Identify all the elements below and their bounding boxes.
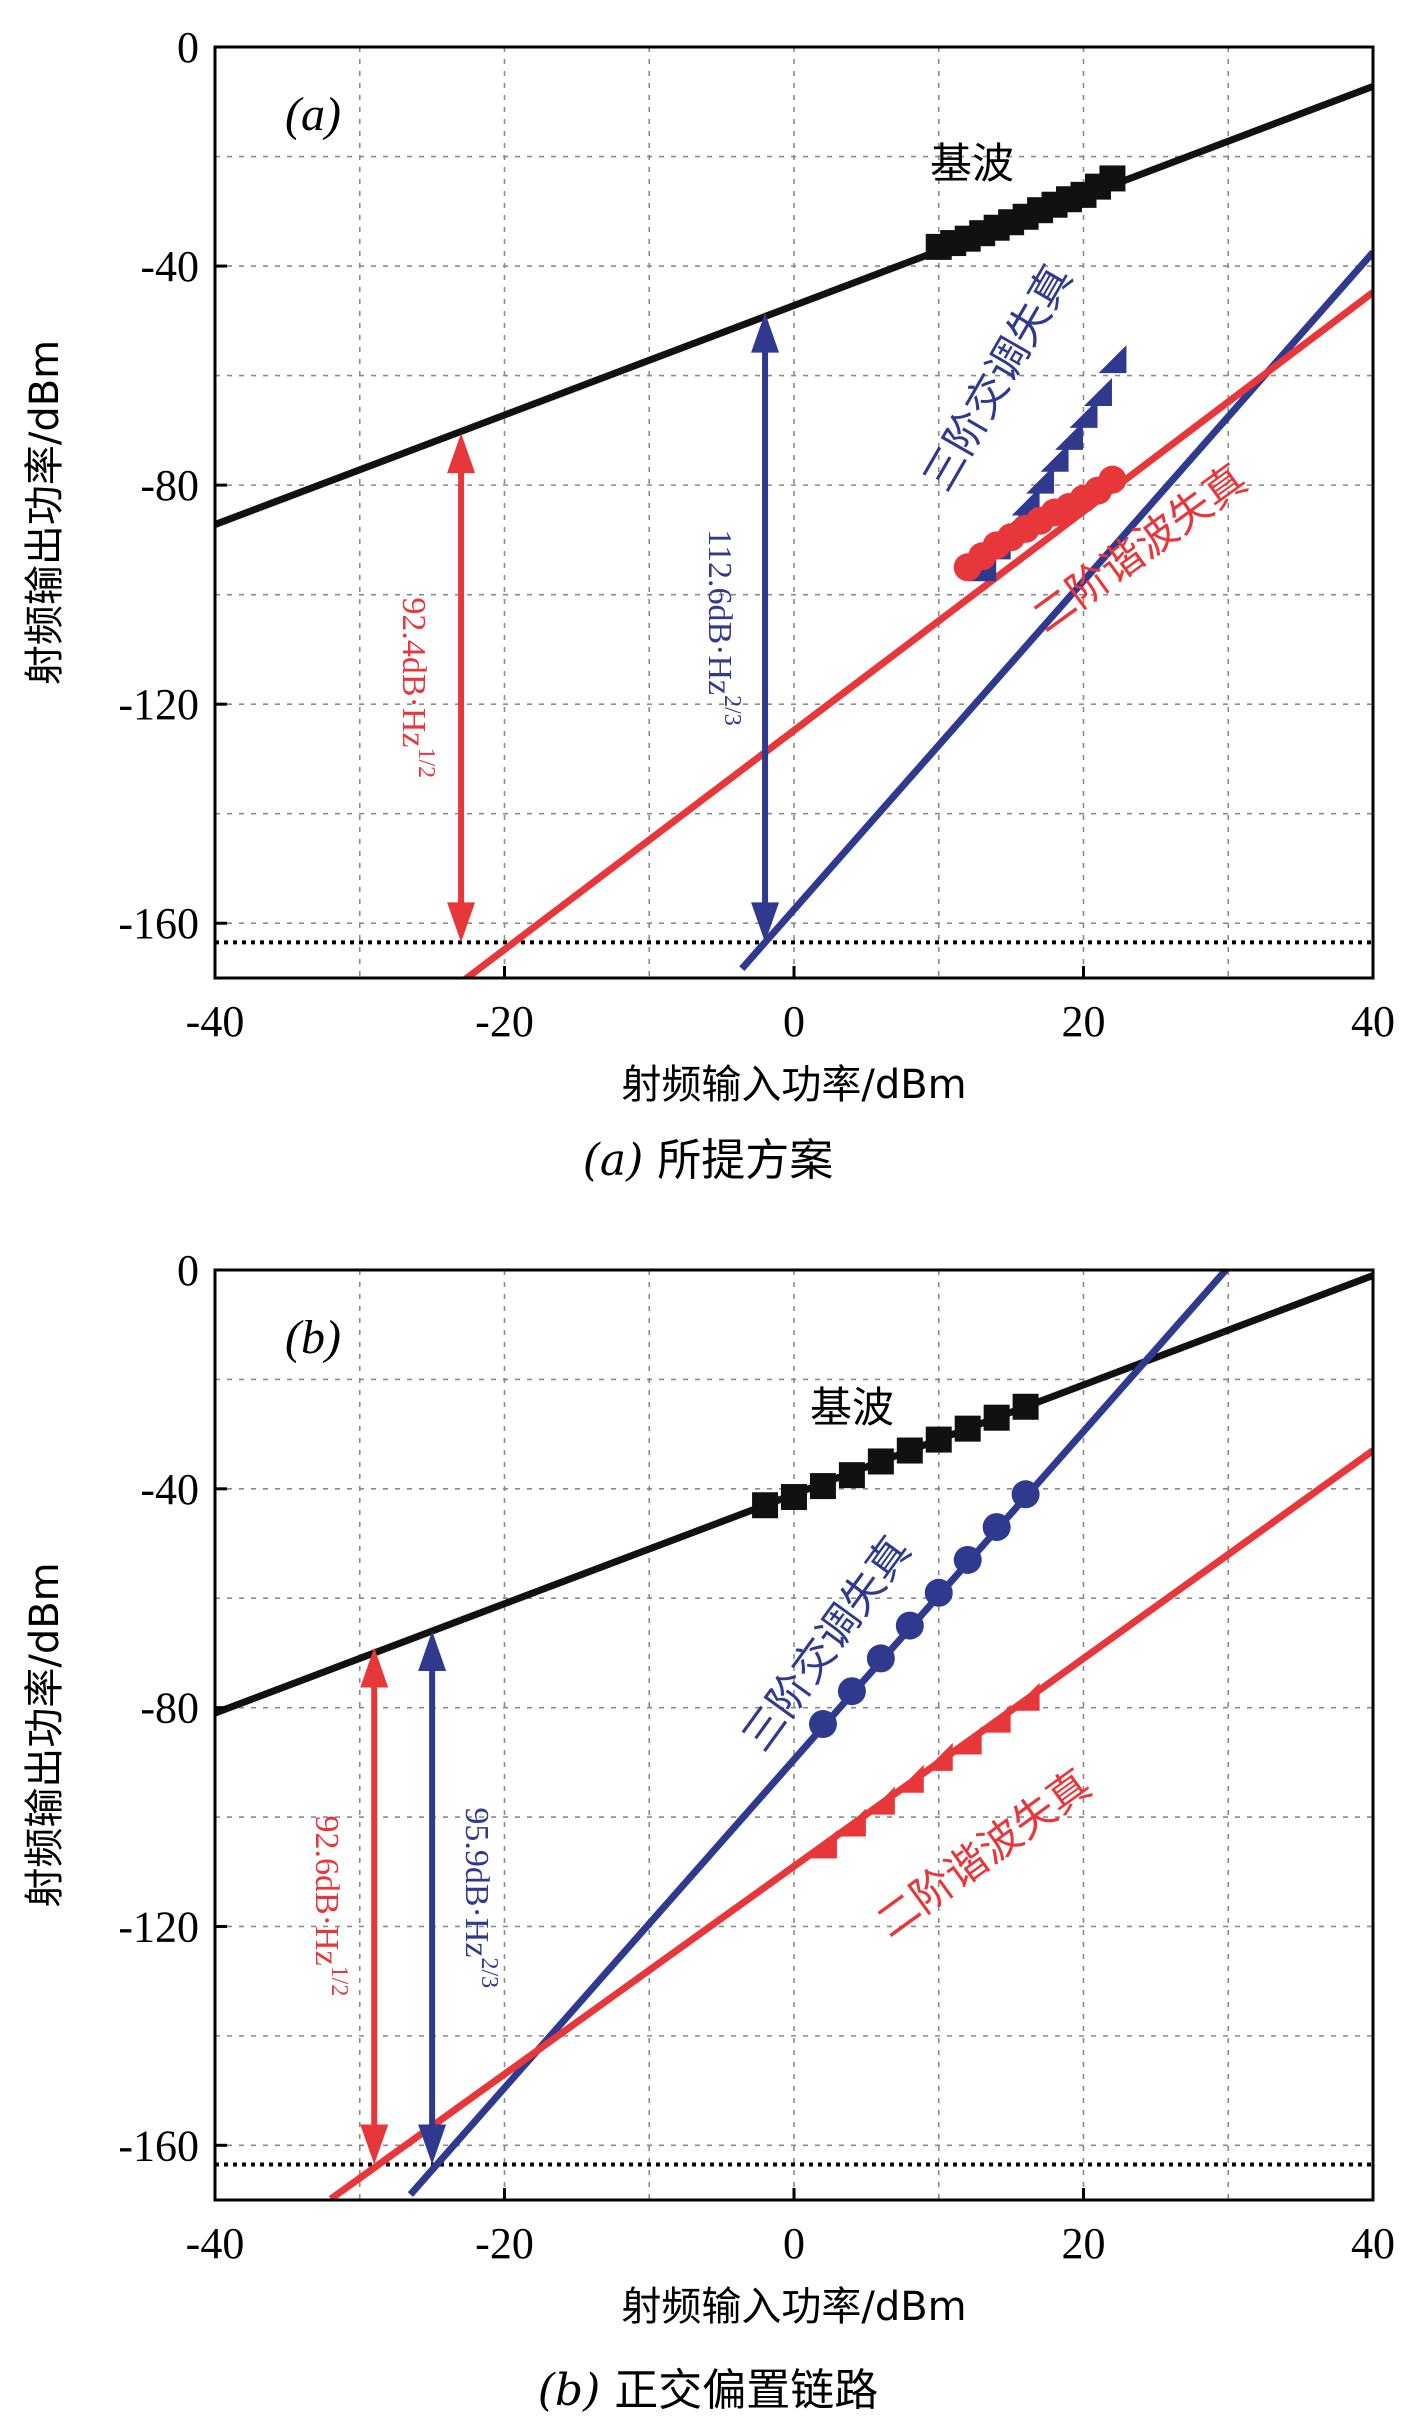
series-label-hd2: 二阶谐波失真	[1023, 454, 1256, 642]
dynamic-range-exponent: 2/3	[720, 695, 746, 726]
data-point-hd2	[866, 1786, 895, 1815]
series-label-fundamental: 基波	[930, 139, 1014, 188]
plot-area	[215, 83, 1373, 978]
data-point-hd2	[837, 1808, 866, 1837]
figure-caption: (b) 正交偏置链路	[538, 2365, 878, 2416]
data-point-fundamental	[983, 1404, 1010, 1431]
arrowhead-bottom	[447, 902, 476, 943]
dynamic-range-exponent: 2/3	[477, 1957, 503, 1988]
caption-text: 所提方案	[657, 1135, 833, 1186]
y-tick-label: -40	[140, 1465, 199, 1514]
data-point-fundamental	[781, 1484, 807, 1511]
data-point-hd2	[1011, 1682, 1040, 1711]
x-tick-label: 40	[1351, 2219, 1395, 2268]
data-point-imd3	[1069, 399, 1098, 428]
data-point-fundamental	[838, 1462, 865, 1489]
panel-label: (a)	[285, 88, 341, 141]
x-tick-label: -40	[186, 997, 245, 1046]
x-axis-label: 射频输入功率/dBm	[621, 1062, 966, 1108]
dynamic-range-label-hd2: 92.4dB·Hz1/2	[395, 597, 439, 778]
data-point-hd2	[808, 1830, 837, 1859]
y-tick-label: -120	[118, 680, 199, 729]
y-tick-label: -80	[140, 461, 199, 510]
data-point-imd3	[837, 1677, 866, 1706]
data-point-fundamental	[925, 1426, 952, 1453]
arrowhead-top	[447, 433, 476, 474]
plot-frame	[213, 1268, 1375, 2202]
dynamic-range-label-imd3: 95.9dB·Hz2/3	[458, 1807, 502, 1988]
y-tick-label: -120	[118, 1902, 199, 1951]
dynamic-range-exponent: 1/2	[327, 1966, 353, 1997]
data-point-hd2	[924, 1742, 953, 1771]
dynamic-range-exponent: 1/2	[414, 747, 440, 778]
chart-panel-b: 92.6dB·Hz1/295.9dB·Hz2/3基波三阶交调失真二阶谐波失真-4…	[22, 1246, 1395, 2416]
data-point-imd3	[1040, 443, 1069, 472]
x-tick-label: 0	[783, 2219, 805, 2268]
arrowhead-bottom	[418, 2124, 447, 2165]
data-point-fundamental	[896, 1437, 923, 1464]
y-tick-label: -80	[140, 1684, 199, 1733]
data-point-imd3	[924, 1578, 953, 1607]
y-axis-label: 射频输出功率/dBm	[22, 340, 68, 685]
arrowhead-top	[751, 312, 780, 353]
dynamic-range-label-hd2: 92.6dB·Hz1/2	[308, 1816, 352, 1997]
data-point-fundamental	[752, 1492, 779, 1519]
data-point-hd2	[895, 1764, 924, 1793]
y-axis-label: 射频输出功率/dBm	[22, 1562, 68, 1907]
data-point-fundamental	[809, 1473, 836, 1500]
caption-prefix: (a)	[583, 1135, 658, 1186]
data-point-imd3	[866, 1644, 895, 1673]
data-point-imd3	[1011, 1480, 1040, 1509]
dynamic-range-label-imd3: 112.6dB·Hz2/3	[701, 529, 745, 726]
chart-panel-a: 92.4dB·Hz1/2112.6dB·Hz2/3基波三阶交调失真二阶谐波失真-…	[22, 23, 1395, 1186]
arrowhead-top	[418, 1631, 447, 1672]
x-tick-label: 20	[1062, 2219, 1106, 2268]
data-point-imd3	[982, 1513, 1011, 1542]
data-point-hd2	[982, 1704, 1011, 1733]
caption-text: 正交偏置链路	[614, 2365, 878, 2416]
data-point-fundamental	[867, 1448, 894, 1475]
data-point-imd3	[895, 1611, 924, 1640]
dynamic-range-value: 92.6dB·Hz	[308, 1816, 345, 1966]
data-point-fundamental	[1012, 1393, 1039, 1420]
x-tick-label: -20	[475, 2219, 534, 2268]
dynamic-range-value: 112.6dB·Hz	[701, 529, 738, 695]
data-point-imd3	[1011, 487, 1040, 516]
x-tick-label: -40	[186, 2219, 245, 2268]
data-point-fundamental	[954, 1415, 981, 1442]
x-tick-label: 0	[783, 997, 805, 1046]
x-tick-label: 20	[1062, 997, 1106, 1046]
arrowhead-bottom	[751, 902, 780, 943]
dynamic-range-value: 95.9dB·Hz	[458, 1807, 495, 1957]
x-tick-label: -20	[475, 997, 534, 1046]
series-label-fundamental: 基波	[810, 1383, 894, 1432]
y-tick-label: -160	[118, 899, 199, 948]
arrowhead-top	[360, 1647, 389, 1688]
data-point-fundamental	[1099, 165, 1126, 192]
data-point-imd3	[1083, 378, 1112, 407]
plot-area	[215, 1270, 1373, 2200]
data-point-imd3	[1098, 345, 1127, 374]
data-point-hd2	[953, 1726, 982, 1755]
data-point-imd3	[1026, 465, 1055, 494]
figure-caption: (a) 所提方案	[583, 1135, 834, 1186]
data-point-hd2	[1098, 465, 1127, 494]
dynamic-range-value: 92.4dB·Hz	[395, 597, 432, 747]
series-line-fundamental	[215, 83, 1373, 528]
series-line-hd2	[461, 289, 1373, 978]
arrowhead-bottom	[360, 2124, 389, 2165]
y-tick-label: 0	[177, 23, 199, 72]
data-point-imd3	[808, 1710, 837, 1739]
data-point-imd3	[953, 1545, 982, 1574]
x-tick-label: 40	[1351, 997, 1395, 1046]
y-tick-label: -160	[118, 2121, 199, 2170]
x-axis-label: 射频输入功率/dBm	[621, 2284, 966, 2330]
y-tick-label: -40	[140, 242, 199, 291]
data-point-imd3	[1055, 421, 1084, 450]
caption-prefix: (b)	[538, 2365, 614, 2416]
y-tick-label: 0	[177, 1246, 199, 1295]
panel-label: (b)	[285, 1311, 341, 1364]
